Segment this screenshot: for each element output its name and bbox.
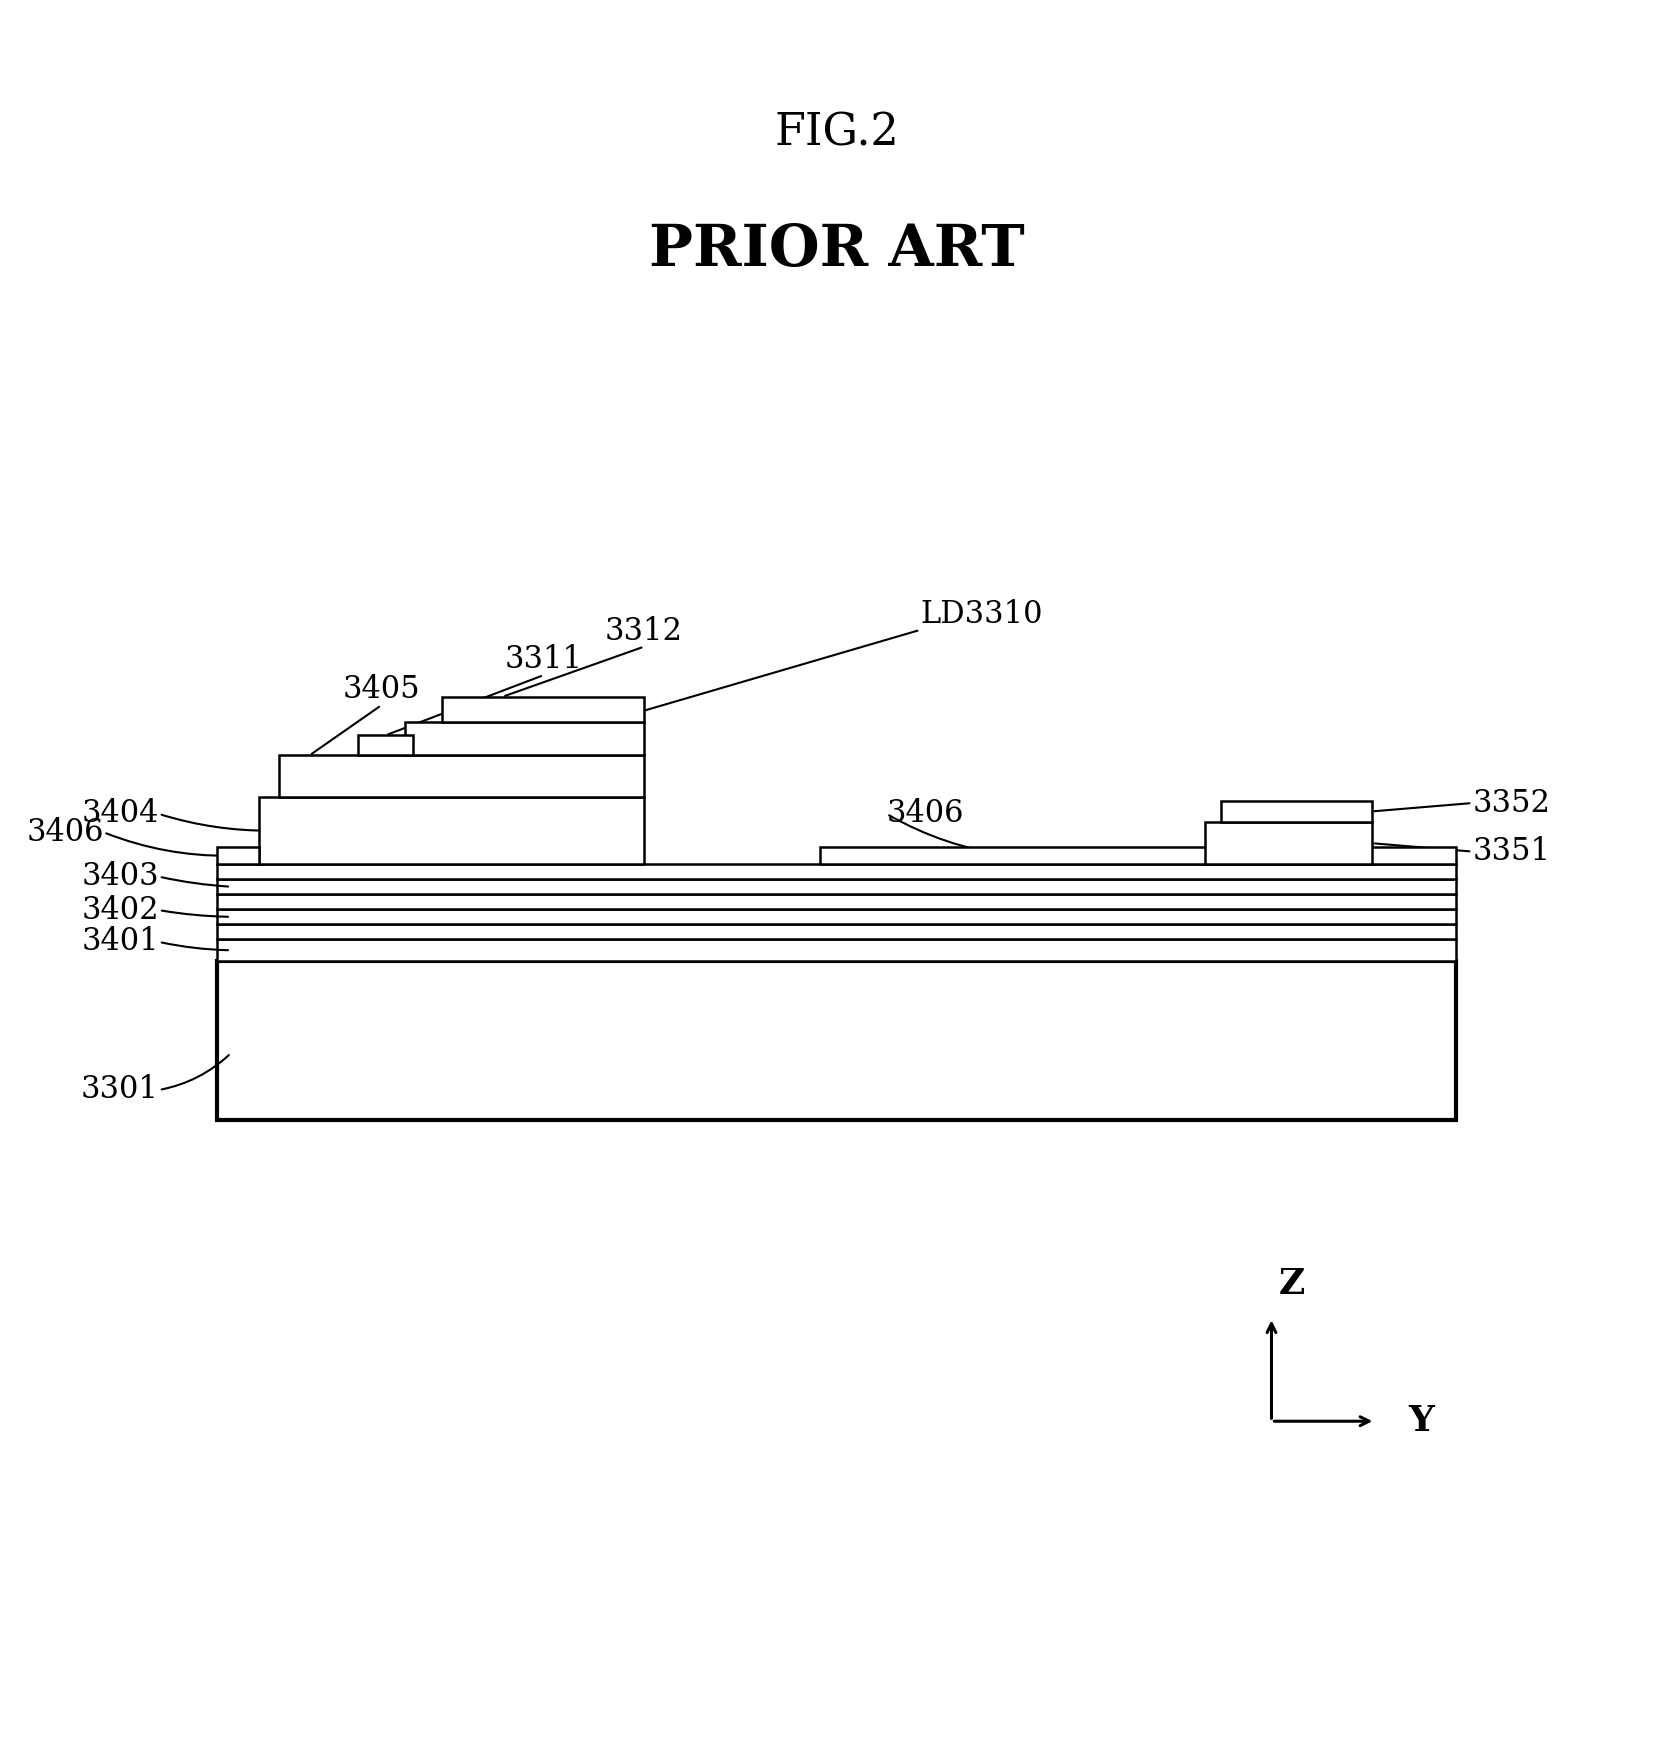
Bar bbox=[217, 879, 1456, 895]
Text: 3402: 3402 bbox=[82, 895, 159, 925]
Text: 3405: 3405 bbox=[343, 674, 420, 706]
Text: 3404: 3404 bbox=[82, 799, 159, 830]
Bar bbox=[217, 909, 1456, 925]
Bar bbox=[405, 721, 644, 755]
Bar bbox=[1205, 823, 1372, 863]
Text: PRIOR ART: PRIOR ART bbox=[649, 223, 1024, 277]
Text: FIG.2: FIG.2 bbox=[775, 111, 898, 154]
Bar bbox=[217, 863, 1456, 879]
Bar bbox=[279, 755, 644, 797]
Text: LD3310: LD3310 bbox=[920, 598, 1042, 630]
Bar bbox=[217, 848, 259, 863]
Text: 3351: 3351 bbox=[1472, 835, 1551, 867]
Text: 3312: 3312 bbox=[606, 616, 683, 646]
Text: 3406: 3406 bbox=[887, 799, 964, 830]
Bar bbox=[217, 895, 1456, 909]
Bar bbox=[259, 797, 644, 863]
Text: 3301: 3301 bbox=[80, 1074, 159, 1106]
Text: Y: Y bbox=[1409, 1404, 1434, 1439]
Bar bbox=[820, 848, 1456, 863]
Text: Z: Z bbox=[1278, 1267, 1305, 1300]
Text: 3406: 3406 bbox=[27, 816, 104, 848]
Bar bbox=[358, 735, 413, 755]
Bar bbox=[217, 939, 1456, 962]
Bar bbox=[217, 925, 1456, 939]
Text: 3311: 3311 bbox=[505, 644, 582, 676]
Bar bbox=[442, 697, 644, 721]
Bar bbox=[1221, 800, 1372, 823]
Text: 3352: 3352 bbox=[1472, 788, 1551, 818]
Bar bbox=[217, 962, 1456, 1120]
Text: 3401: 3401 bbox=[82, 927, 159, 958]
Text: 3403: 3403 bbox=[82, 862, 159, 892]
